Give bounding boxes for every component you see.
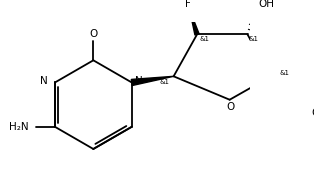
Polygon shape [270,74,295,90]
Polygon shape [131,76,174,86]
Text: &1: &1 [249,36,259,42]
Text: OH: OH [258,0,274,9]
Polygon shape [190,10,199,35]
Text: N: N [40,76,47,86]
Text: OH: OH [311,108,314,118]
Text: O: O [89,29,97,39]
Text: O: O [226,102,234,112]
Text: H₂N: H₂N [9,122,29,132]
Text: &1: &1 [199,36,209,42]
Text: &1: &1 [160,80,170,86]
Text: N: N [135,76,143,86]
Text: &1: &1 [279,70,290,76]
Text: F: F [185,0,191,9]
